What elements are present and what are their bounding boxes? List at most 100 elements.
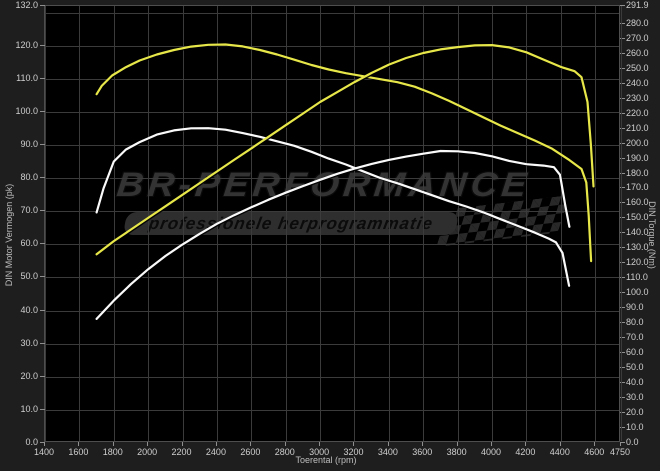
y-right-tick-mark — [620, 37, 625, 39]
y-right-tick-mark — [620, 367, 625, 369]
y-right-tick-mark — [620, 382, 625, 384]
x-tick-mark — [44, 442, 45, 446]
gridline-horizontal — [45, 12, 619, 14]
y-right-tick-mark — [620, 97, 625, 99]
y-right-tick-label: 30.0 — [626, 392, 644, 403]
y-right-tick-label: 130.0 — [626, 242, 649, 253]
y-right-tick-mark — [620, 157, 625, 159]
gridline-vertical — [113, 6, 115, 441]
y-right-tick-mark — [620, 127, 625, 129]
plot-area: BR-PERFORMANCE professionele herprogramm… — [44, 5, 622, 442]
x-tick-mark — [456, 442, 458, 446]
x-tick-label: 1800 — [102, 447, 123, 457]
gridline-horizontal — [45, 409, 619, 411]
x-tick-mark — [422, 442, 424, 446]
x-tick-mark — [559, 442, 561, 446]
y-left-tick-label: 120.0 — [15, 39, 38, 50]
y-right-tick-label: 50.0 — [626, 362, 644, 373]
y-right-tick-mark — [620, 277, 625, 279]
y-right-tick-mark — [620, 352, 625, 354]
y-right-tick-label: 20.0 — [626, 407, 644, 418]
gridline-vertical — [148, 6, 150, 441]
curves-layer — [95, 43, 595, 320]
x-tick-label: 4400 — [549, 447, 570, 457]
x-tick-mark — [147, 442, 149, 446]
y-right-tick-mark — [620, 22, 625, 24]
y-axis-left-title: DIN Motor Vermogen (pk) — [4, 183, 14, 287]
curve-tuned-torque — [95, 43, 593, 263]
y-right-tick-label: 170.0 — [626, 182, 649, 193]
gridline-horizontal — [45, 376, 619, 378]
y-right-tick-label: 250.0 — [626, 62, 649, 73]
y-right-tick-mark — [620, 412, 625, 414]
gridline-vertical — [388, 6, 390, 441]
x-tick-label: 4000 — [481, 447, 502, 457]
y-right-tick-label: 60.0 — [626, 347, 644, 358]
gridline-horizontal — [45, 244, 619, 246]
y-right-tick-mark — [620, 292, 625, 294]
y-right-tick-label: 230.0 — [626, 92, 649, 103]
y-right-tick-label: 210.0 — [626, 122, 649, 133]
gridline-horizontal — [45, 310, 619, 312]
y-left-tick-mark — [40, 375, 45, 377]
y-right-tick-mark — [620, 187, 625, 189]
y-left-tick-mark — [40, 276, 45, 278]
y-right-tick-mark — [620, 262, 625, 264]
curve-tuned-power — [95, 44, 595, 256]
y-right-tick-label: 40.0 — [626, 377, 644, 388]
gridline-vertical — [526, 6, 528, 441]
y-right-tick-mark — [620, 397, 625, 399]
y-left-tick-label: 50.0 — [20, 271, 38, 282]
y-left-tick-label: 70.0 — [20, 205, 38, 216]
y-left-tick-label: 10.0 — [20, 403, 38, 414]
x-tick-label: 3600 — [412, 447, 433, 457]
gridline-horizontal — [45, 211, 619, 213]
y-right-tick-mark — [620, 322, 625, 324]
x-tick-mark — [525, 442, 527, 446]
y-right-tick-mark — [620, 442, 625, 443]
x-tick-label: 2000 — [137, 447, 158, 457]
y-right-tick-mark — [620, 112, 625, 114]
y-right-tick-label: 291.9 — [626, 0, 649, 10]
y-right-tick-mark — [620, 337, 625, 339]
x-tick-mark — [620, 442, 621, 446]
y-right-tick-label: 190.0 — [626, 152, 649, 163]
gridline-vertical — [423, 6, 425, 441]
gridline-vertical — [560, 6, 562, 441]
y-right-tick-label: 90.0 — [626, 302, 644, 313]
y-left-tick-label: 100.0 — [15, 105, 38, 116]
gridline-vertical — [621, 6, 622, 441]
x-tick-mark — [353, 442, 355, 446]
gridline-vertical — [251, 6, 253, 441]
y-right-tick-mark — [620, 172, 625, 174]
y-left-tick-label: 30.0 — [20, 337, 38, 348]
gridline-vertical — [354, 6, 356, 441]
x-tick-mark — [112, 442, 114, 446]
y-right-tick-label: 70.0 — [626, 332, 644, 343]
gridline-horizontal — [45, 343, 619, 345]
gridline-horizontal — [45, 111, 619, 113]
y-right-tick-mark — [620, 5, 625, 6]
y-left-tick-mark — [40, 309, 45, 311]
y-left-tick-mark — [40, 210, 45, 212]
curve-stock-torque — [95, 127, 571, 287]
x-tick-mark — [250, 442, 252, 446]
x-tick-label: 4600 — [584, 447, 605, 457]
y-left-tick-label: 40.0 — [20, 304, 38, 315]
y-right-tick-mark — [620, 427, 625, 429]
y-left-tick-mark — [40, 44, 45, 46]
x-tick-label: 2600 — [240, 447, 261, 457]
y-right-tick-mark — [620, 202, 625, 204]
x-tick-mark — [387, 442, 389, 446]
gridline-vertical — [457, 6, 459, 441]
gridline-vertical — [320, 6, 322, 441]
y-left-tick-label: 20.0 — [20, 370, 38, 381]
y-left-tick-mark — [40, 110, 45, 112]
gridline-horizontal — [45, 277, 619, 279]
y-left-tick-mark — [40, 243, 45, 245]
y-right-tick-label: 280.0 — [626, 17, 649, 28]
y-right-tick-mark — [620, 232, 625, 234]
y-left-tick-mark — [40, 342, 45, 344]
y-left-tick-mark — [40, 442, 45, 443]
